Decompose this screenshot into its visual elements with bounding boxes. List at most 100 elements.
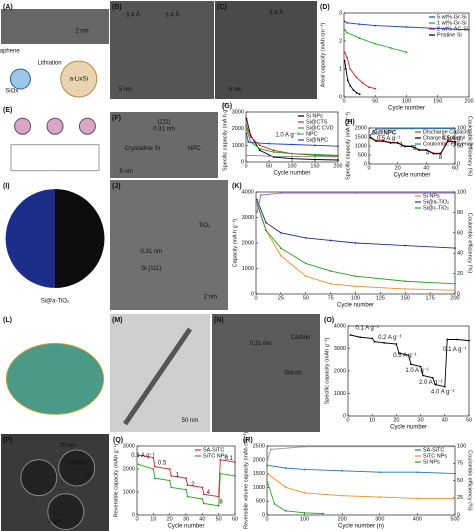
y-axis-label: Specific capacity (mA h g⁻¹)	[222, 103, 228, 171]
panel-label: (G)	[222, 103, 232, 110]
annotation: 0.1 A g⁻¹	[443, 347, 467, 353]
data-point	[291, 155, 293, 158]
x-tick-label: 60	[232, 516, 238, 522]
data-point	[170, 475, 173, 477]
x-tick-label: 75	[328, 295, 334, 301]
legend-entry: Si NPs	[306, 113, 323, 119]
legend-entry: 1 wt%-Gr-Si	[437, 20, 467, 26]
legend-entry: 2 wt%-AC-Si	[437, 26, 468, 32]
x-tick-label: 0	[265, 516, 268, 522]
data-point	[375, 128, 378, 130]
y2-axis-label: Coulombic efficiency (%)	[467, 213, 473, 274]
annotation: 0.31 nm	[140, 249, 162, 255]
data-point	[337, 145, 339, 148]
data-point	[279, 231, 282, 234]
panel-label: (D)	[320, 4, 330, 11]
y-tick-label: 1500	[355, 134, 367, 140]
data-point	[284, 509, 287, 512]
x-tick-label: 0	[254, 295, 257, 301]
data-point	[291, 152, 293, 155]
x-tick-label: 175	[426, 295, 435, 301]
chart-title: Si@NPC	[372, 131, 397, 137]
panel	[220, 100, 342, 178]
annotation: 0.5 A g⁻¹	[377, 136, 401, 142]
data-point	[284, 467, 287, 469]
data-point	[219, 458, 222, 461]
panel	[1, 104, 109, 178]
data-point	[374, 42, 377, 45]
data-point	[266, 464, 269, 467]
data-point	[343, 28, 346, 31]
y-tick-label: 2500	[253, 443, 265, 449]
data-point	[234, 461, 236, 463]
legend-entry: Charge Capacity	[423, 135, 464, 141]
data-point	[245, 132, 248, 135]
data-point	[337, 155, 339, 158]
x-tick-label: 10	[369, 417, 375, 423]
particle	[20, 459, 58, 497]
panel	[212, 314, 320, 432]
x-tick-label: 40	[199, 516, 205, 522]
data-point	[260, 194, 262, 196]
data-point	[446, 338, 449, 341]
y-tick-label: 1	[339, 66, 342, 72]
data-point	[354, 242, 357, 244]
data-point	[371, 337, 374, 340]
panel-label: (J)	[112, 183, 121, 190]
data-point	[234, 475, 236, 477]
data-point	[468, 28, 470, 31]
data-point	[382, 140, 385, 143]
data-point	[303, 511, 306, 514]
data-point	[337, 159, 339, 161]
data-point	[346, 31, 349, 34]
data-point	[436, 27, 439, 30]
data-point	[266, 472, 269, 475]
data-point	[152, 456, 155, 459]
data-point	[411, 145, 413, 148]
annotation: 1	[176, 472, 180, 478]
data-point	[329, 239, 332, 242]
annotation: 0.31 nm	[250, 341, 272, 347]
particle	[60, 60, 98, 98]
particle	[14, 117, 32, 135]
panel-label: (B)	[112, 4, 122, 11]
y2-tick-label: 50	[457, 143, 463, 149]
y2-tick-label: 40	[457, 251, 463, 257]
legend-entry: SiTC NPs	[423, 453, 447, 459]
x-tick-label: 40	[442, 417, 448, 423]
data-point	[454, 192, 456, 194]
data-point	[279, 247, 282, 250]
series-line	[138, 463, 236, 507]
data-point	[258, 149, 261, 152]
data-point	[249, 136, 252, 138]
y-tick-label: 0	[364, 161, 367, 167]
y-tick-label: 3000	[123, 443, 135, 449]
micrograph	[1, 9, 109, 44]
panel-label: (N)	[214, 317, 224, 324]
x-tick-label: 10	[150, 516, 156, 522]
legend-entry: SA-SiTC	[203, 447, 224, 453]
data-point	[369, 137, 372, 139]
y-tick-label: 0	[343, 413, 346, 419]
data-point	[266, 458, 269, 461]
panel-label: (H)	[345, 119, 355, 126]
series-line	[370, 128, 455, 136]
data-point	[346, 21, 349, 24]
x-tick-label: 100	[287, 163, 296, 169]
data-point	[358, 23, 361, 26]
data-point	[314, 155, 316, 158]
data-point	[265, 221, 267, 224]
series-line	[138, 454, 236, 498]
data-point	[355, 91, 358, 94]
data-point	[419, 365, 422, 368]
legend-entry: 5 wt%-Gr-Si	[437, 14, 467, 20]
y-tick-label: 2000	[123, 466, 135, 472]
data-point	[154, 465, 156, 468]
annotation: 2	[191, 482, 195, 488]
y-tick-label: 3000	[232, 109, 244, 115]
panel-label: (F)	[112, 115, 121, 122]
x-tick-label: 30	[183, 516, 189, 522]
y-axis-label: Capacity (mA h g⁻¹)	[232, 219, 238, 268]
data-point	[403, 145, 406, 148]
